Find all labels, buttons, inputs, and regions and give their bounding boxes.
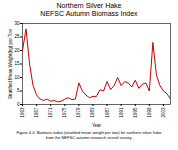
svg-text:1975: 1975 bbox=[62, 107, 67, 118]
svg-text:Year: Year bbox=[92, 123, 102, 128]
svg-text:1995: 1995 bbox=[133, 107, 138, 118]
svg-text:1987: 1987 bbox=[105, 107, 110, 118]
svg-text:15: 15 bbox=[14, 61, 20, 66]
svg-text:2003: 2003 bbox=[161, 107, 166, 118]
svg-text:0: 0 bbox=[17, 102, 20, 107]
html-text:from the NEFSC autumn research: from the NEFSC autumn research vessel su… bbox=[45, 135, 133, 140]
html-text:Northern Silver Hake: Northern Silver Hake bbox=[56, 2, 122, 9]
svg-text:1967: 1967 bbox=[34, 107, 39, 118]
svg-text:1971: 1971 bbox=[48, 107, 53, 118]
svg-text:1999: 1999 bbox=[147, 107, 152, 118]
svg-text:1983: 1983 bbox=[90, 107, 95, 118]
svg-text:20: 20 bbox=[14, 48, 20, 53]
svg-text:1963: 1963 bbox=[20, 107, 25, 118]
html-text:NEFSC Autumn Biomass Index: NEFSC Autumn Biomass Index bbox=[40, 10, 138, 17]
svg-text:10: 10 bbox=[14, 75, 20, 80]
svg-text:1979: 1979 bbox=[76, 107, 81, 118]
svg-text:5: 5 bbox=[17, 88, 20, 93]
svg-text:1991: 1991 bbox=[119, 107, 124, 118]
svg-text:25: 25 bbox=[14, 34, 20, 39]
svg-text:30: 30 bbox=[14, 21, 20, 26]
html-text:Figure 4.4. Biomass index (str: Figure 4.4. Biomass index (stratified me… bbox=[16, 130, 162, 135]
svg-text:Stratified Mean Weight(kg) per: Stratified Mean Weight(kg) per Tow bbox=[8, 28, 13, 99]
